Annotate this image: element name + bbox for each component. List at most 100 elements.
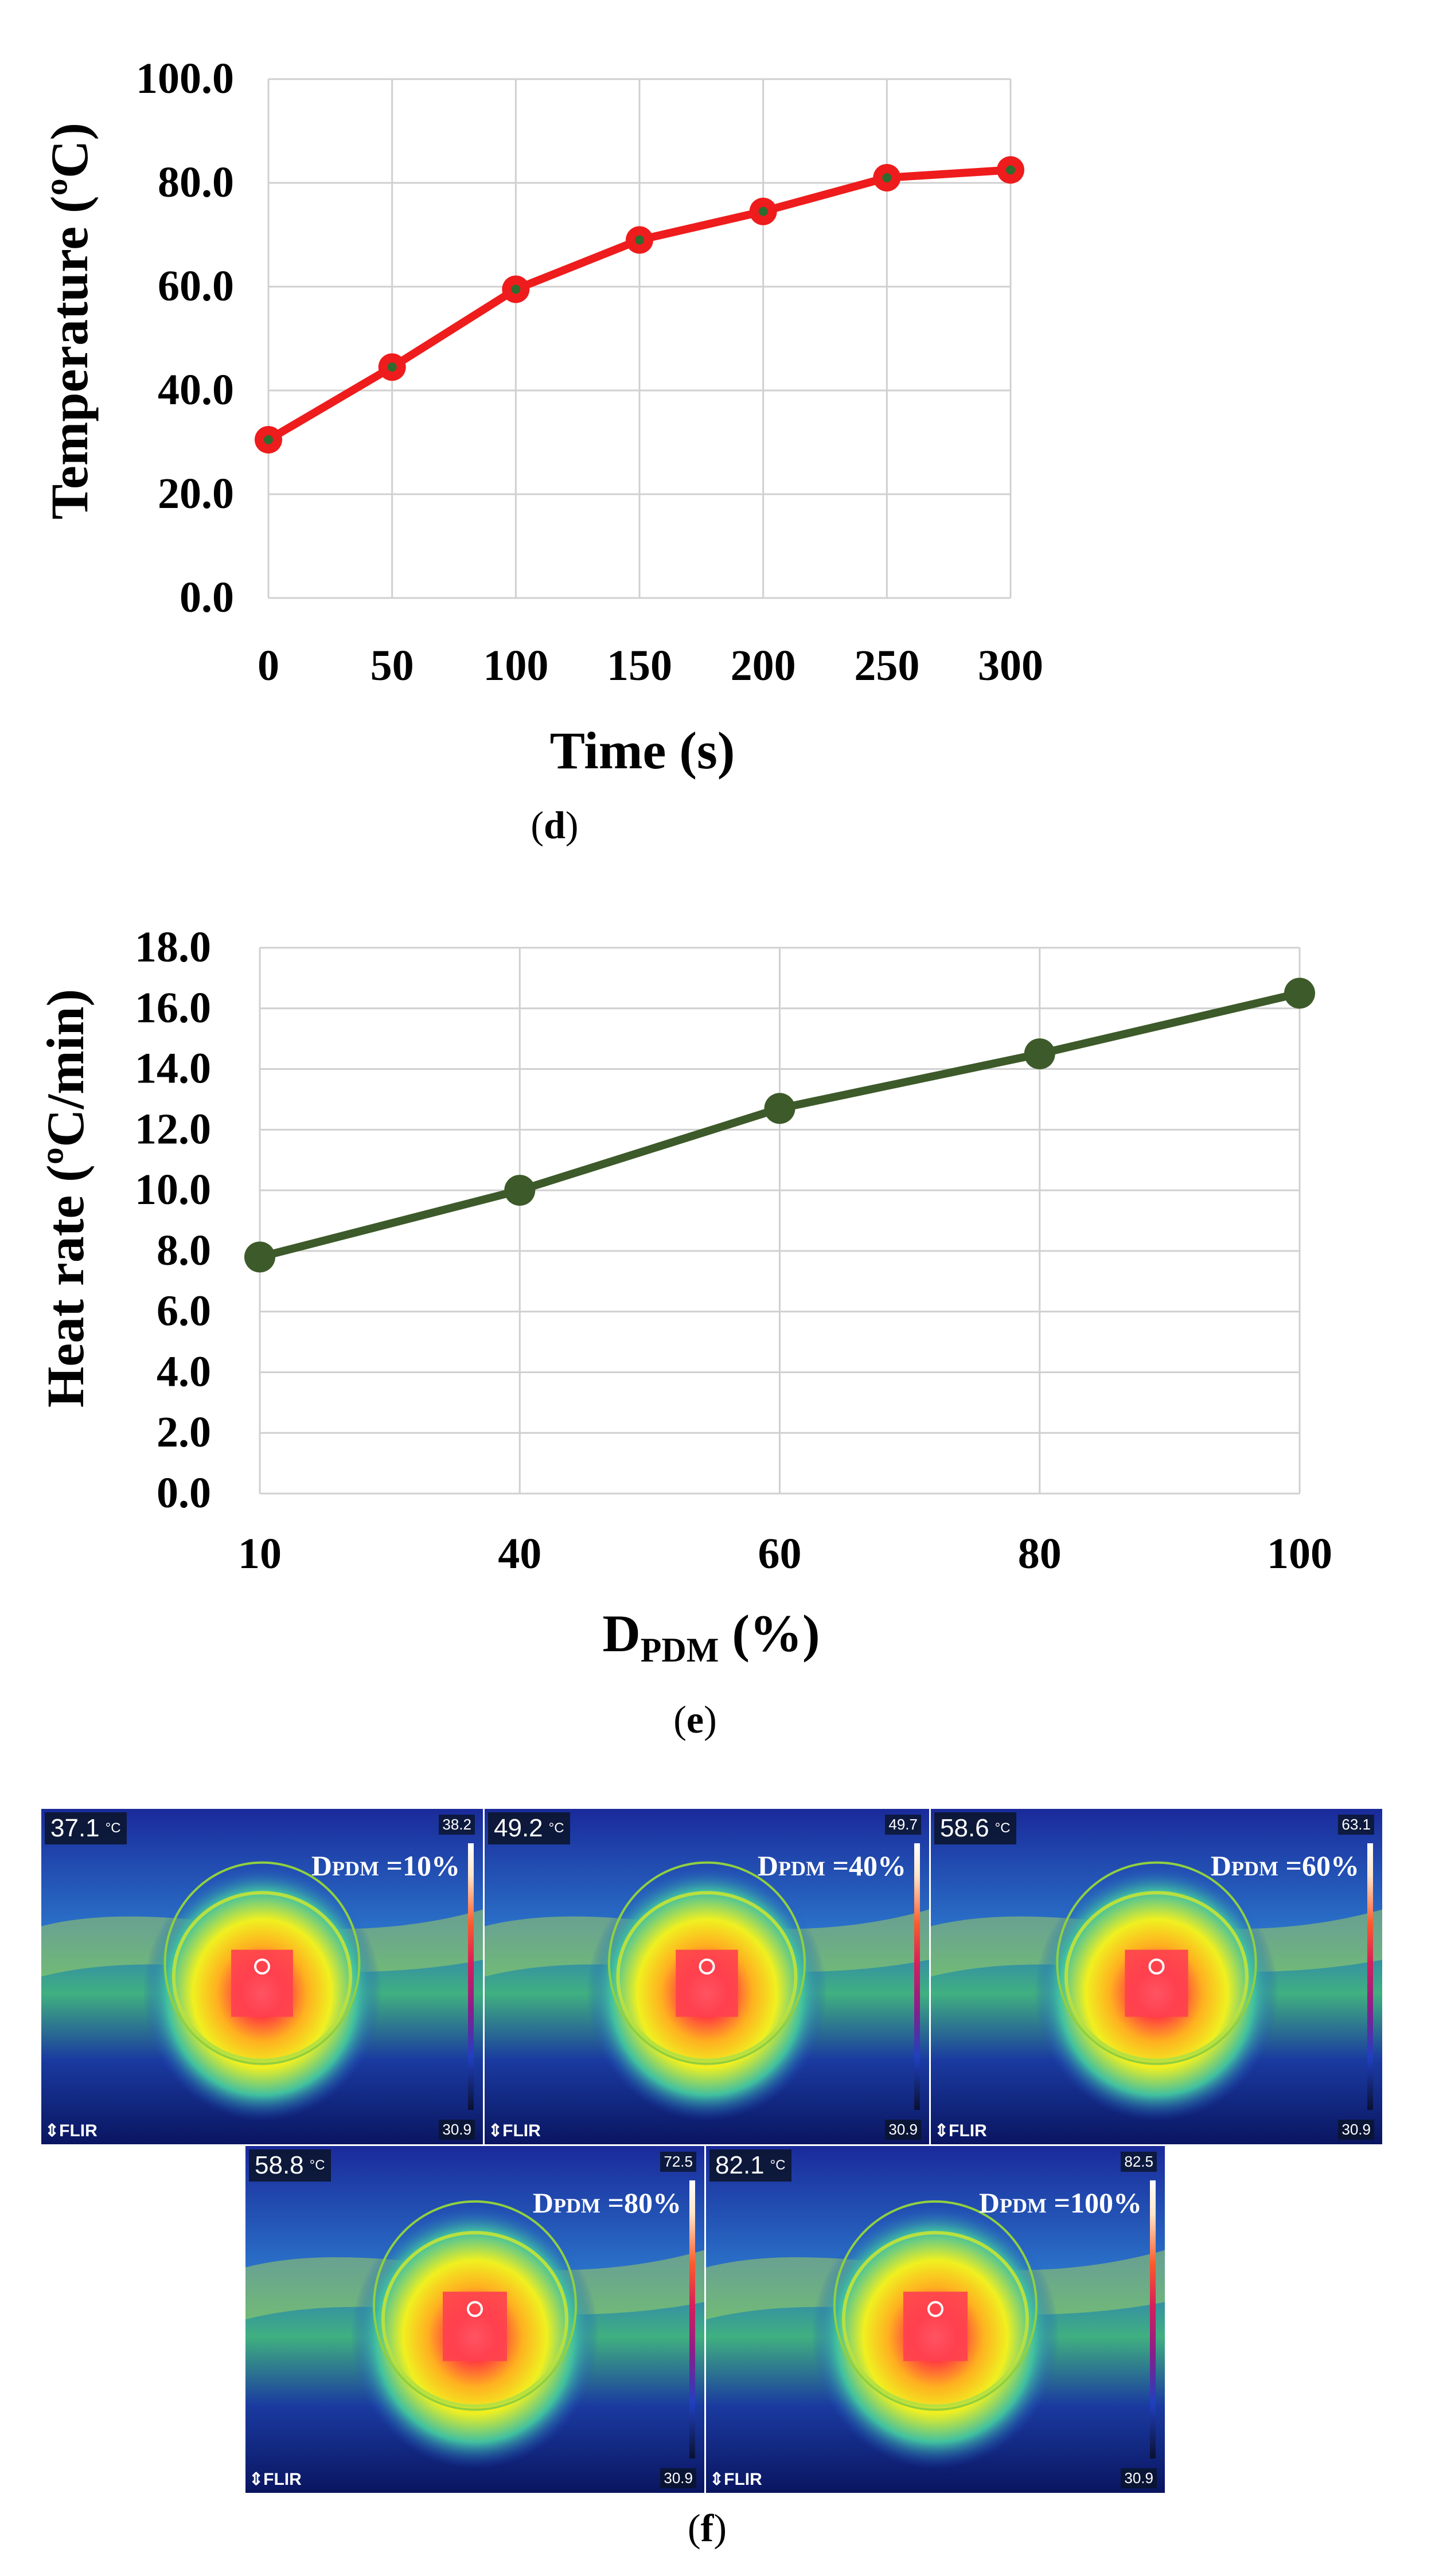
chart-d-data-point-center [511,284,521,294]
chart-d-grid [267,78,1012,599]
chart-e-data-point [244,1241,275,1273]
chart-d-x-tick-label: 250 [854,642,919,690]
thermal-image: 58.8 °C 72.5 30.9 ⇕FLIR DPDM =80% [245,2146,704,2493]
thermal-image: 49.2 °C 49.7 30.9 ⇕FLIR DPDM =40% [485,1809,929,2144]
duty-cycle-label: DPDM =60% [1210,1850,1359,1882]
thermal-scene [245,2146,704,2493]
chart-e-x-tick-label: 60 [758,1530,802,1578]
scale-max: 82.5 [1121,2152,1157,2172]
chart-e-y-tick-label: 18.0 [135,923,211,971]
chart-e-y-tick-label: 10.0 [135,1166,211,1214]
chart-d-data-point-center [264,435,273,444]
scale-max: 63.1 [1338,1815,1374,1835]
chart-d-y-axis-label: Temperature (ºC) [40,123,99,519]
chart-e-y-tick-label: 0.0 [157,1469,211,1517]
flir-logo: ⇕FLIR [934,2121,987,2140]
color-scale-bar [914,1843,920,2110]
flir-logo: ⇕FLIR [249,2470,302,2489]
chart-e-x-tick-label: 40 [498,1530,541,1578]
chart-e-y-tick-label: 4.0 [157,1347,211,1396]
chart-e-data-point [764,1093,795,1124]
temperature-readout: 82.1 °C [709,2149,791,2182]
chart-d-data-point-center [882,173,892,182]
scale-max: 38.2 [439,1815,475,1835]
chart-d-x-axis-label: Time (s) [550,721,735,780]
chart-e-data-point [504,1175,536,1206]
temperature-value: 58.8 [255,2151,304,2179]
chart-e-y-axis-label: Heat rate (ºC/min) [36,989,95,1408]
scale-max: 49.7 [885,1815,921,1835]
thermal-image: 37.1 °C 38.2 30.9 ⇕FLIR DPDM =10% [41,1809,483,2144]
flir-logo: ⇕FLIR [488,2121,541,2140]
temperature-unit: °C [105,1820,121,1836]
temperature-unit: °C [548,1820,564,1836]
chart-e-data-point [1284,978,1315,1009]
chart-d-data-point-center [758,206,768,216]
temperature-unit: °C [994,1820,1011,1836]
color-scale-bar [689,2180,695,2458]
duty-cycle-label: DPDM =100% [978,2187,1142,2219]
chart-e-x-axis-label: DPDM (%) [602,1604,820,1669]
temperature-unit: °C [309,2157,325,2173]
chart-d-y-tick-label: 60.0 [158,262,234,310]
temperature-readout: 37.1 °C [45,1812,127,1844]
chart-e-x-tick-label: 80 [1018,1530,1062,1578]
scale-min: 30.9 [885,2120,921,2140]
chart-e-y-tick-label: 14.0 [135,1045,211,1093]
chart-d-x-tick-label: 150 [607,642,672,690]
chart-d-ticks: 0.0 20.0 40.0 60.0 80.0 100.0 0 50 100 150 200 250 3… [136,54,1043,690]
chart-e-y-tick-label: 8.0 [157,1226,211,1275]
color-scale-bar [1150,2180,1156,2458]
flir-logo: ⇕FLIR [709,2470,762,2489]
chart-d-x-tick-label: 50 [370,642,414,690]
temperature-readout: 58.8 °C [249,2149,331,2182]
chart-d-x-tick-label: 0 [258,642,279,690]
temperature-readout: 49.2 °C [488,1812,570,1844]
chart-e-ticks: 0.0 2.0 4.0 6.0 8.0 10.0 12.0 14.0 16.0 18.0 10 40 6… [135,923,1332,1578]
color-scale-bar [1367,1843,1373,2110]
thermal-image: 58.6 °C 63.1 30.9 ⇕FLIR DPDM =60% [931,1809,1382,2144]
duty-cycle-label: DPDM =10% [311,1850,460,1882]
chart-e-x-tick-label: 100 [1267,1530,1332,1578]
temperature-value: 49.2 [494,1814,543,1842]
thermal-image: 82.1 °C 82.5 30.9 ⇕FLIR DPDM =100% [706,2146,1165,2493]
temperature-value: 82.1 [715,2151,765,2179]
temperature-unit: °C [770,2157,786,2173]
thermal-scene [931,1809,1382,2144]
chart-d-y-tick-label: 80.0 [158,158,234,206]
chart-e: 0.0 2.0 4.0 6.0 8.0 10.0 12.0 14.0 16.0 18.0 10 40 6… [36,923,1332,1669]
chart-e-y-tick-label: 2.0 [157,1408,211,1456]
chart-d-x-tick-label: 200 [731,642,796,690]
chart-d-data-point-center [387,362,397,372]
chart-d-y-tick-label: 100.0 [136,54,234,103]
temperature-value: 37.1 [50,1814,100,1842]
chart-d-data-point-center [1006,165,1015,175]
chart-d: 0.0 20.0 40.0 60.0 80.0 100.0 0 50 100 150 200 250 3… [40,54,1043,780]
temperature-value: 58.6 [940,1814,989,1842]
duty-cycle-label: DPDM =80% [532,2187,681,2219]
scale-min: 30.9 [1121,2468,1157,2488]
chart-d-y-tick-label: 0.0 [180,573,234,621]
chart-d-series [255,156,1024,454]
chart-d-x-tick-label: 300 [978,642,1043,690]
chart-d-y-tick-label: 20.0 [158,470,234,518]
caption-d: (d) [531,803,579,847]
chart-e-y-tick-label: 6.0 [157,1287,211,1335]
caption-f: (f) [688,2506,727,2550]
thermal-scene [41,1809,483,2144]
thermal-scene [485,1809,929,2144]
flir-logo: ⇕FLIR [45,2121,98,2140]
temperature-readout: 58.6 °C [934,1812,1016,1844]
chart-e-x-tick-label: 10 [238,1530,282,1578]
chart-e-y-tick-label: 12.0 [135,1105,211,1153]
chart-e-series [244,978,1315,1273]
scale-min: 30.9 [1338,2120,1374,2140]
chart-d-data-point-center [635,235,644,245]
chart-d-x-tick-label: 100 [483,642,548,690]
color-scale-bar [468,1843,474,2110]
duty-cycle-label: DPDM =40% [757,1850,906,1882]
scale-min: 30.9 [660,2468,696,2488]
chart-e-y-tick-label: 16.0 [135,984,211,1032]
chart-d-y-tick-label: 40.0 [158,366,234,414]
scale-max: 72.5 [660,2152,696,2172]
